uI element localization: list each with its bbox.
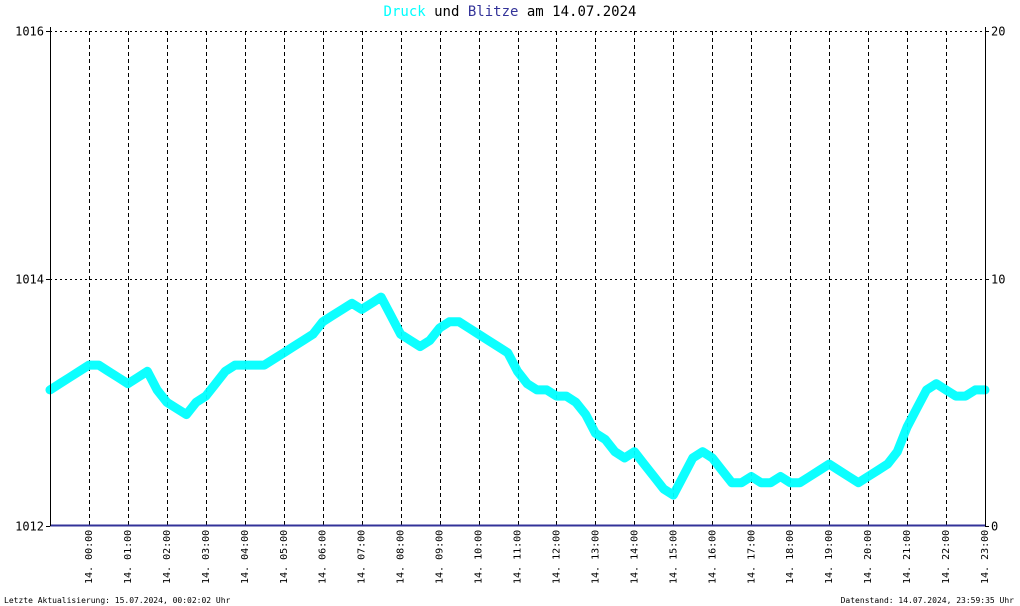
grid-lines (50, 31, 985, 526)
x-tick-label: 14. 22:00 (941, 530, 952, 584)
x-tick-label: 14. 23:00 (980, 530, 991, 584)
x-tick-label: 14. 01:00 (123, 530, 134, 584)
title-und: und (434, 4, 460, 20)
x-tick-label: 14. 13:00 (590, 530, 601, 584)
x-tick-label: 14. 18:00 (785, 530, 796, 584)
y-left-tick-label: 1014 (15, 273, 44, 287)
x-tick-label: 14. 12:00 (551, 530, 562, 584)
y-left-tick-label: 1016 (15, 25, 44, 39)
y-right-tick-label: 20 (991, 25, 1005, 39)
x-tick-label: 14. 04:00 (240, 530, 251, 584)
title-date: am 14.07.2024 (526, 4, 637, 20)
axis-layer (46, 27, 989, 527)
x-tick-label: 14. 03:00 (201, 530, 212, 584)
x-tick-label: 14. 08:00 (396, 530, 407, 584)
series-layer (45, 292, 990, 527)
title-series-druck: Druck (383, 4, 426, 20)
title-series-blitze: Blitze (467, 4, 519, 20)
x-tick-label: 14. 07:00 (357, 530, 368, 584)
x-tick-label: 14. 20:00 (863, 530, 874, 584)
y-right-tick-label: 0 (991, 520, 998, 534)
x-tick-label: 14. 17:00 (746, 530, 757, 584)
x-tick-label: 14. 11:00 (513, 530, 524, 584)
x-tick-label: 14. 10:00 (474, 530, 485, 584)
x-tick-label: 14. 15:00 (668, 530, 679, 584)
y-left-tick-label: 1012 (15, 520, 44, 534)
x-tick-label: 14. 05:00 (279, 530, 290, 584)
tick-labels: 1012 1014 1016 0 10 20 14. 00:00 14. 01:00 14. 0… (15, 25, 1005, 585)
x-tick-label: 14. 06:00 (318, 530, 329, 584)
footer-last-update: Letzte Aktualisierung: 15.07.2024, 00:02… (4, 596, 231, 605)
x-tick-label: 14. 19:00 (824, 530, 835, 584)
x-tick-label: 14. 21:00 (902, 530, 913, 584)
footer-data-state: Datenstand: 14.07.2024, 23:59:35 Uhr (840, 596, 1014, 605)
chart-title: Druck und Blitze am 14.07.2024 (0, 4, 1020, 20)
x-tick-label: 14. 09:00 (435, 530, 446, 584)
series-druck-line (45, 292, 990, 500)
y-right-tick-label: 10 (991, 273, 1005, 287)
x-tick-label: 14. 00:00 (84, 530, 95, 584)
x-tick-label: 14. 02:00 (162, 530, 173, 584)
x-tick-label: 14. 14:00 (629, 530, 640, 584)
x-tick-label: 14. 16:00 (707, 530, 718, 584)
